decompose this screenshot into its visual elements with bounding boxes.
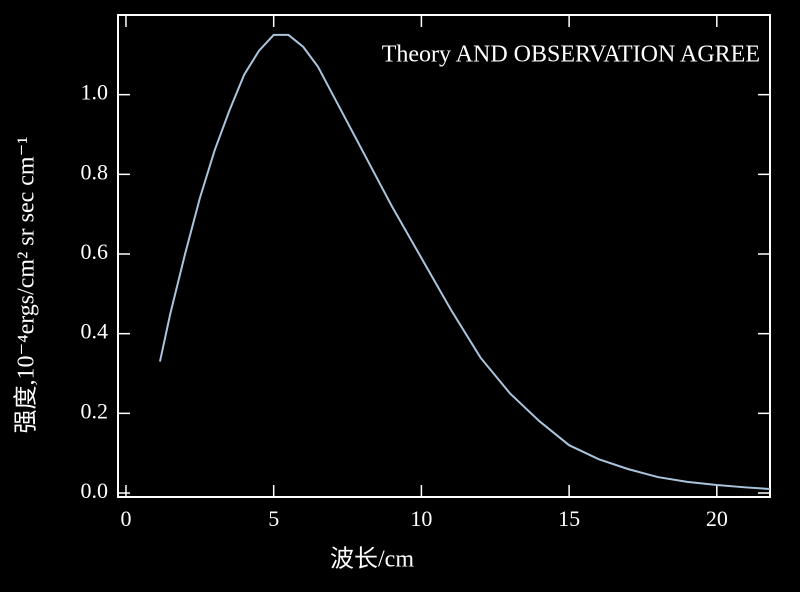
chart-title: Theory AND OBSERVATION AGREE — [382, 42, 760, 68]
y-axis-label: 强度,10⁻⁴ergs/cm² sr sec cm⁻¹ — [13, 137, 40, 434]
line-series — [158, 33, 771, 491]
y-tick-label: 0.2 — [81, 398, 109, 423]
x-axis-label: 波长/cm — [330, 546, 414, 573]
x-tick-label: 15 — [558, 506, 580, 531]
x-tick-label: 20 — [706, 506, 728, 531]
x-tick-label: 0 — [120, 506, 131, 531]
y-tick-label: 0.8 — [81, 159, 109, 184]
y-tick-label: 0.0 — [81, 478, 109, 503]
x-tick-label: 5 — [268, 506, 279, 531]
plot-frame — [117, 14, 771, 498]
y-tick-label: 1.0 — [81, 80, 109, 105]
y-tick-label: 0.4 — [81, 319, 109, 344]
y-tick-label: 0.6 — [81, 239, 109, 264]
x-tick-label: 10 — [410, 506, 432, 531]
